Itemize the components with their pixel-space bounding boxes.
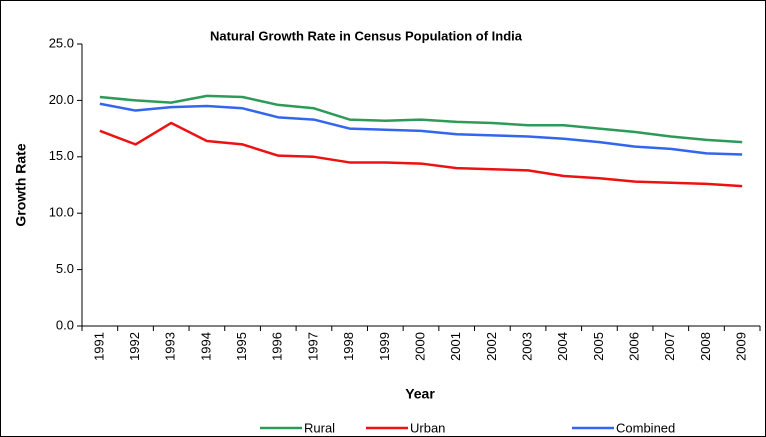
x-tick-label: 2003: [519, 332, 534, 361]
legend-label: Urban: [410, 420, 445, 435]
y-tick-label: 20.0: [49, 92, 74, 107]
x-tick-label: 2006: [627, 332, 642, 361]
y-axis-label: Growth Rate: [13, 143, 29, 226]
x-tick-label: 1991: [91, 332, 106, 361]
chart-title: Natural Growth Rate in Census Population…: [210, 28, 523, 43]
x-tick-label: 2007: [662, 332, 677, 361]
x-tick-label: 1995: [234, 332, 249, 361]
x-tick-label: 1992: [127, 332, 142, 361]
series-line: [99, 121, 743, 188]
legend-label: Combined: [616, 420, 675, 435]
legend-label: Rural: [304, 420, 335, 435]
x-tick-label: 1997: [305, 332, 320, 361]
x-tick-label: 2008: [698, 332, 713, 361]
y-tick-label: 25.0: [49, 35, 74, 50]
x-tick-label: 2000: [412, 332, 427, 361]
x-tick-label: 1993: [163, 332, 178, 361]
y-tick-label: 15.0: [49, 148, 74, 163]
x-tick-label: 2004: [555, 332, 570, 361]
x-tick-label: 2009: [734, 332, 749, 361]
x-tick-label: 2001: [448, 332, 463, 361]
x-axis-label: Year: [405, 386, 435, 402]
y-tick-label: 5.0: [56, 261, 74, 276]
x-tick-label: 2002: [484, 332, 499, 361]
x-tick-label: 1999: [377, 332, 392, 361]
x-tick-label: 1996: [270, 332, 285, 361]
x-tick-label: 2005: [591, 332, 606, 361]
y-tick-label: 10.0: [49, 205, 74, 220]
series-line: [99, 94, 743, 144]
x-tick-label: 1998: [341, 332, 356, 361]
x-tick-label: 1994: [198, 332, 213, 361]
y-tick-label: 0.0: [56, 317, 74, 332]
series-line: [99, 102, 743, 156]
